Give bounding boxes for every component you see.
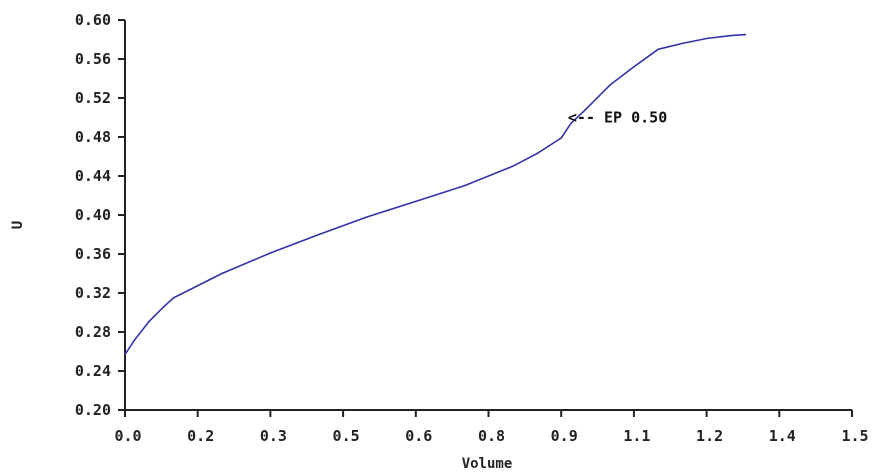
x-tick-label: 1.5 bbox=[841, 427, 868, 445]
series-point bbox=[681, 42, 684, 45]
x-ticks: 0.0 0.2 0.3 0.5 0.6 0.8 0.9 1.1 1.2 1.4 1.5 bbox=[114, 410, 869, 445]
y-tick-label: 0.20 bbox=[75, 401, 111, 419]
y-tick-label: 0.56 bbox=[75, 50, 111, 68]
x-tick-label: 1.2 bbox=[696, 427, 723, 445]
series-point bbox=[463, 184, 466, 187]
x-tick-label: 0.0 bbox=[114, 427, 141, 445]
y-tick-label: 0.48 bbox=[75, 128, 111, 146]
x-tick-label: 1.1 bbox=[623, 427, 650, 445]
annotation-layer: <-- EP 0.50 bbox=[568, 109, 667, 127]
y-tick-label: 0.36 bbox=[75, 245, 111, 263]
series-point bbox=[560, 137, 562, 139]
x-tick-label: 0.2 bbox=[187, 427, 214, 445]
y-ticks: 0.20 0.24 0.28 0.32 0.36 0.40 0.44 0.48 0.52 0.56… bbox=[75, 11, 125, 419]
series-point bbox=[133, 339, 136, 341]
series-point bbox=[415, 200, 417, 203]
series-point bbox=[318, 233, 320, 236]
x-tick-label: 0.8 bbox=[478, 427, 505, 445]
x-tick-label: 0.6 bbox=[405, 427, 432, 445]
x-tick-label: 0.3 bbox=[260, 427, 287, 445]
y-axis: 0.20 0.24 0.28 0.32 0.36 0.40 0.44 0.48 0.52 0.56… bbox=[75, 11, 126, 419]
series-point bbox=[269, 252, 272, 254]
annotation-label: <-- EP 0.50 bbox=[568, 109, 667, 127]
y-tick-label: 0.28 bbox=[75, 323, 111, 341]
y-axis-title: U bbox=[10, 221, 26, 229]
x-tick-label: 0.9 bbox=[551, 427, 578, 445]
series-point bbox=[162, 305, 165, 308]
y-tick-label: 0.52 bbox=[75, 89, 111, 107]
y-tick-label: 0.32 bbox=[75, 284, 111, 302]
y-tick-label: 0.60 bbox=[75, 11, 111, 29]
series-point bbox=[148, 320, 151, 323]
series-point bbox=[584, 108, 587, 111]
y-tick-label: 0.40 bbox=[75, 206, 111, 224]
x-tick-label: 1.4 bbox=[769, 427, 796, 445]
x-axis-title: Volume bbox=[462, 456, 513, 472]
series-point bbox=[705, 37, 708, 40]
y-tick-label: 0.44 bbox=[75, 167, 111, 185]
series-point bbox=[221, 272, 223, 275]
series-point bbox=[172, 297, 175, 299]
series-point bbox=[124, 353, 126, 356]
series-point bbox=[570, 122, 572, 125]
series-point bbox=[744, 33, 747, 36]
x-axis: 0.0 0.2 0.3 0.5 0.6 0.8 0.9 1.1 1.2 1.4 1.5 bbox=[114, 409, 869, 445]
series-point bbox=[366, 216, 369, 218]
series-point bbox=[511, 165, 514, 168]
series-line-1 bbox=[124, 33, 746, 355]
series-point bbox=[633, 66, 635, 68]
series-point bbox=[730, 34, 732, 37]
series-point bbox=[536, 152, 538, 155]
series-point bbox=[608, 84, 611, 87]
x-tick-label: 0.5 bbox=[333, 427, 360, 445]
y-tick-label: 0.24 bbox=[75, 362, 111, 380]
series-point bbox=[657, 48, 659, 51]
series-layer bbox=[124, 33, 747, 356]
